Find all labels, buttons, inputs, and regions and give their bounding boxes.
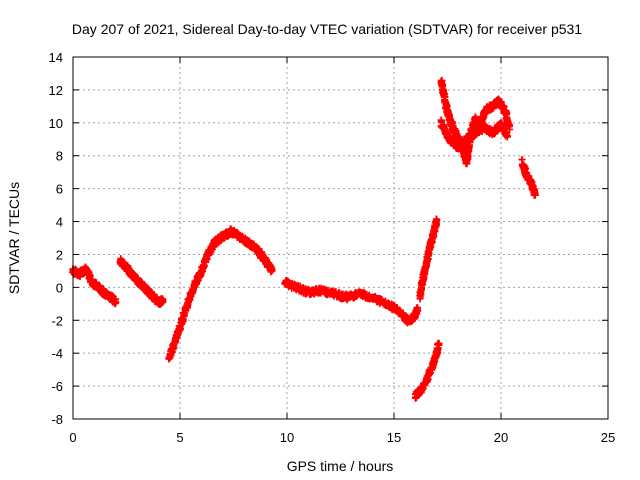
plot-frame bbox=[72, 56, 609, 420]
x-tick-label: 20 bbox=[494, 430, 508, 445]
data-points bbox=[69, 76, 539, 402]
x-tick-label: 5 bbox=[176, 430, 183, 445]
y-tick-label: -2 bbox=[51, 313, 63, 328]
data-point-marker bbox=[112, 298, 120, 306]
data-point-marker bbox=[414, 305, 422, 313]
y-tick-label: 12 bbox=[49, 83, 63, 98]
data-point-marker bbox=[433, 216, 441, 224]
y-tick-labels: -8 -6 -4 -2 0 2 4 6 8 10 12 14 bbox=[49, 50, 63, 427]
y-tick-label: 10 bbox=[49, 116, 63, 131]
y-tick-label: 8 bbox=[56, 149, 63, 164]
y-tick-label: 4 bbox=[56, 215, 63, 230]
y-tick-label: 0 bbox=[56, 280, 63, 295]
y-tick-label: 2 bbox=[56, 247, 63, 262]
data-point-marker bbox=[435, 339, 443, 347]
chart-title: Day 207 of 2021, Sidereal Day-to-day VTE… bbox=[72, 21, 582, 37]
axis-ticks bbox=[72, 56, 609, 420]
y-axis-label: SDTVAR / TECUs bbox=[6, 182, 22, 294]
y-tick-label: 6 bbox=[56, 182, 63, 197]
x-tick-label: 10 bbox=[280, 430, 294, 445]
x-tick-label: 0 bbox=[69, 430, 76, 445]
x-tick-label: 15 bbox=[387, 430, 401, 445]
y-tick-label: 14 bbox=[49, 50, 63, 65]
data-point-marker bbox=[531, 191, 539, 199]
x-axis-label: GPS time / hours bbox=[287, 458, 394, 474]
x-tick-label: 25 bbox=[601, 430, 615, 445]
y-tick-label: -4 bbox=[51, 346, 63, 361]
y-tick-label: -6 bbox=[51, 379, 63, 394]
data-point-marker bbox=[268, 267, 276, 275]
grid-lines bbox=[73, 57, 608, 419]
data-point-marker bbox=[159, 297, 167, 305]
y-tick-label: -8 bbox=[51, 412, 63, 427]
x-tick-labels: 0 5 10 15 20 25 bbox=[69, 430, 615, 445]
data-point-marker bbox=[503, 132, 511, 140]
